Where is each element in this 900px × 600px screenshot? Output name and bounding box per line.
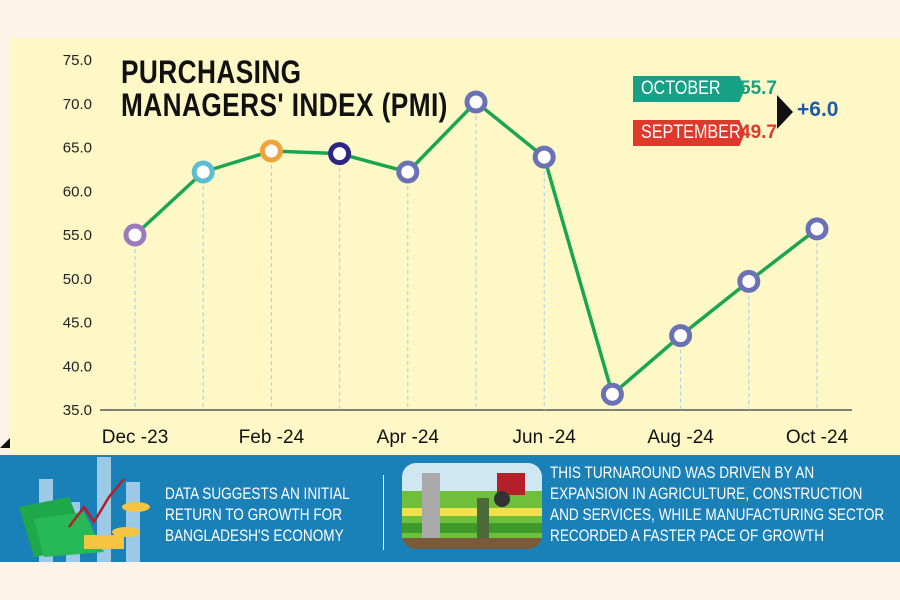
left-banner-text: DATA SUGGESTS AN INITIAL RETURN TO GROWT… bbox=[165, 483, 350, 546]
money-growth-illustration bbox=[19, 457, 150, 562]
october-badge: OCTOBER bbox=[633, 76, 745, 102]
data-point-Apr-24 bbox=[396, 160, 420, 184]
data-point-May-24 bbox=[464, 90, 488, 114]
data-point-Dec-23 bbox=[123, 223, 147, 247]
left-text-line: RETURN TO GROWTH FOR bbox=[165, 505, 343, 524]
title-line-2: MANAGERS' INDEX (PMI) bbox=[121, 87, 448, 123]
divider bbox=[383, 475, 384, 550]
agriculture-construction-photo bbox=[402, 463, 542, 549]
october-label: OCTOBER bbox=[641, 78, 721, 99]
right-text-line: THIS TURNAROUND WAS DRIVEN BY AN bbox=[550, 463, 815, 482]
corner-mark bbox=[0, 438, 10, 448]
data-point-Jan-24 bbox=[191, 160, 215, 184]
x-tick-label: Jun -24 bbox=[513, 427, 577, 448]
y-tick-label: 60.0 bbox=[63, 183, 92, 200]
data-point-Mar-24 bbox=[328, 142, 352, 166]
y-tick-label: 55.0 bbox=[63, 227, 92, 244]
data-point-Oct-24 bbox=[805, 217, 829, 241]
chart-title: PURCHASING MANAGERS' INDEX (PMI) bbox=[121, 56, 448, 122]
x-tick-label: Apr -24 bbox=[377, 427, 440, 448]
y-tick-label: 65.0 bbox=[63, 140, 92, 157]
left-text-line: DATA SUGGESTS AN INITIAL bbox=[165, 484, 350, 503]
september-value: 49.7 bbox=[740, 122, 777, 143]
x-tick-label: Feb -24 bbox=[239, 427, 305, 448]
pmi-line-chart: 35.0 40.0 45.0 50.0 55.0 60.0 65.0 70.0 75.0 Dec … bbox=[0, 38, 900, 455]
september-badge: SEPTEMBER bbox=[633, 120, 745, 146]
x-tick-label: Oct -24 bbox=[786, 427, 849, 448]
right-text-line: AND SERVICES, WHILE MANUFACTURING SECTOR bbox=[550, 505, 885, 524]
title-line-1: PURCHASING bbox=[121, 54, 302, 90]
x-tick-label: Dec -23 bbox=[102, 427, 169, 448]
left-text-line: BANGLADESH'S ECONOMY bbox=[165, 526, 344, 545]
right-banner-text: THIS TURNAROUND WAS DRIVEN BY AN EXPANSI… bbox=[550, 462, 884, 546]
y-tick-label: 70.0 bbox=[63, 96, 92, 113]
right-text-line: RECORDED A FASTER PACE OF GROWTH bbox=[550, 526, 825, 545]
y-tick-label: 45.0 bbox=[63, 315, 92, 332]
october-value: 55.7 bbox=[740, 78, 777, 99]
y-tick-label: 75.0 bbox=[63, 52, 92, 69]
y-tick-label: 40.0 bbox=[63, 358, 92, 375]
data-point-Jul-24 bbox=[600, 382, 624, 406]
info-banner: DATA SUGGESTS AN INITIAL RETURN TO GROWT… bbox=[0, 455, 900, 562]
y-tick-label: 50.0 bbox=[63, 271, 92, 288]
right-text-line: EXPANSION IN AGRICULTURE, CONSTRUCTION bbox=[550, 484, 863, 503]
data-point-Jun-24 bbox=[532, 145, 556, 169]
data-point-Aug-24 bbox=[669, 324, 693, 348]
arrow-right-icon bbox=[777, 95, 793, 129]
change-value: +6.0 bbox=[797, 98, 839, 121]
data-point-Feb-24 bbox=[259, 139, 283, 163]
y-tick-label: 35.0 bbox=[63, 402, 92, 419]
chart-background bbox=[10, 38, 900, 455]
data-point-Sep-24 bbox=[737, 269, 761, 293]
x-tick-label: Aug -24 bbox=[647, 427, 714, 448]
september-label: SEPTEMBER bbox=[641, 122, 741, 143]
